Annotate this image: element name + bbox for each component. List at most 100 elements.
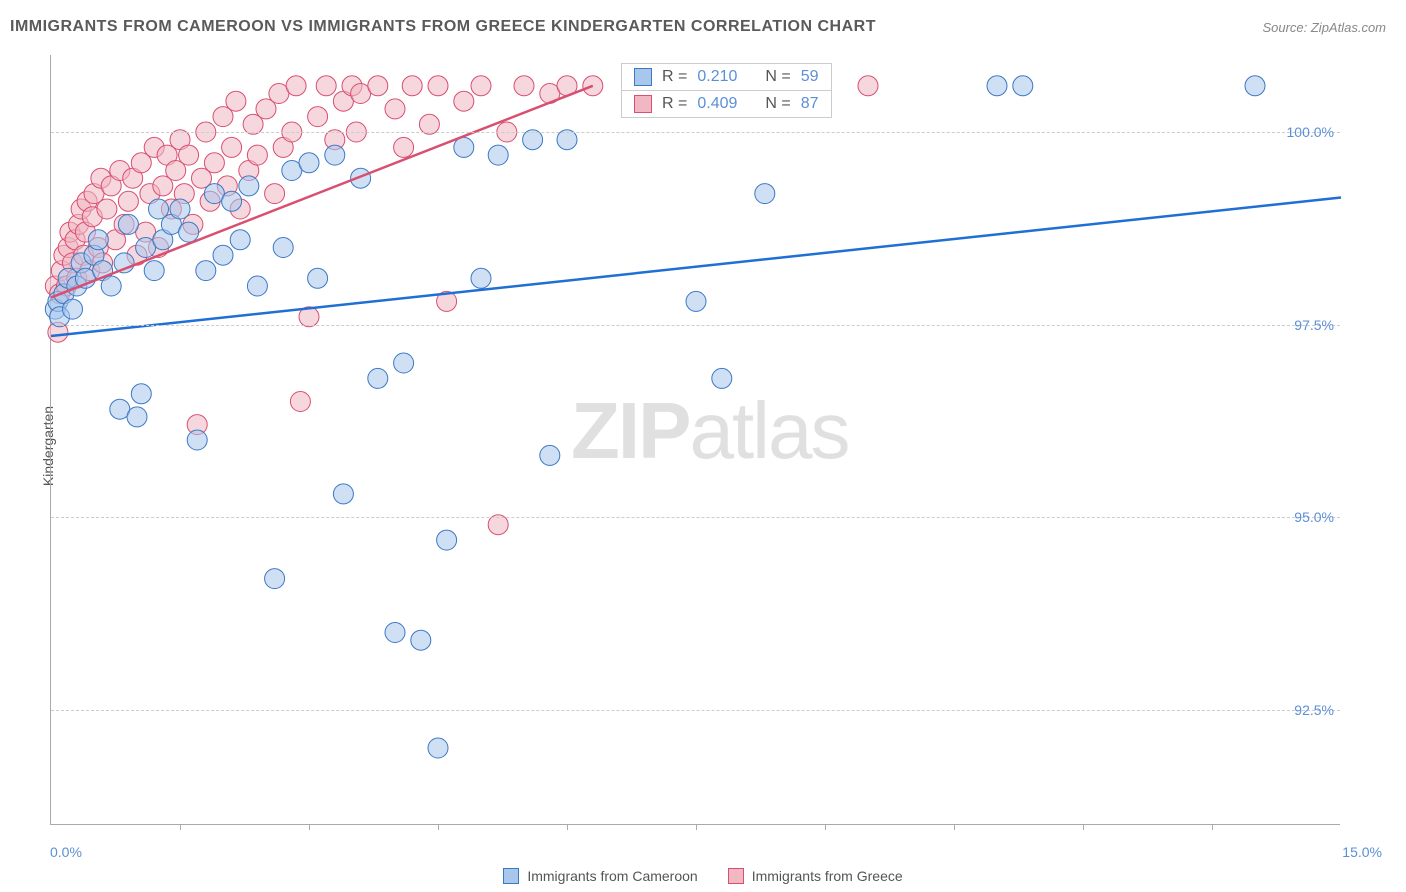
cameroon-point [394, 353, 414, 373]
cameroon-point [385, 623, 405, 643]
greece-point [290, 392, 310, 412]
cameroon-point [131, 384, 151, 404]
greece-point [394, 137, 414, 157]
cameroon-point [333, 484, 353, 504]
cameroon-point [273, 238, 293, 258]
cameroon-point [265, 569, 285, 589]
legend-swatch [728, 868, 744, 884]
cameroon-point [437, 530, 457, 550]
cameroon-point [428, 738, 448, 758]
cameroon-point [712, 368, 732, 388]
cameroon-point [196, 261, 216, 281]
legend-swatch [634, 95, 652, 113]
greece-point [118, 191, 138, 211]
legend-item: Immigrants from Greece [728, 868, 903, 884]
gridline-h [51, 517, 1340, 518]
cameroon-point [118, 214, 138, 234]
greece-point [226, 91, 246, 111]
y-tick-label: 97.5% [1294, 317, 1334, 333]
greece-point [265, 184, 285, 204]
greece-point [385, 99, 405, 119]
stat-r-value: 0.210 [697, 68, 737, 86]
y-tick-label: 100.0% [1287, 124, 1334, 140]
gridline-h [51, 325, 1340, 326]
greece-point [454, 91, 474, 111]
cameroon-point [63, 299, 83, 319]
greece-point [471, 76, 491, 96]
y-tick-label: 95.0% [1294, 509, 1334, 525]
greece-point [286, 76, 306, 96]
greece-point [247, 145, 267, 165]
cameroon-point [540, 445, 560, 465]
cameroon-point [187, 430, 207, 450]
cameroon-point [471, 268, 491, 288]
stat-r-label: R = [662, 68, 687, 86]
stat-n-value: 59 [801, 68, 819, 86]
stat-legend-row: R = 0.409 N = 87 [622, 91, 831, 117]
legend-label: Immigrants from Greece [752, 868, 903, 884]
cameroon-point [299, 153, 319, 173]
x-tick [1083, 824, 1084, 830]
x-tick [1212, 824, 1213, 830]
cameroon-point [1013, 76, 1033, 96]
cameroon-point [179, 222, 199, 242]
cameroon-point [144, 261, 164, 281]
legend-swatch [634, 68, 652, 86]
cameroon-point [368, 368, 388, 388]
greece-point [858, 76, 878, 96]
greece-point [316, 76, 336, 96]
stat-r-label: R = [662, 95, 687, 113]
greece-point [308, 107, 328, 127]
cameroon-point [230, 230, 250, 250]
greece-point [222, 137, 242, 157]
greece-point [97, 199, 117, 219]
stat-n-label: N = [765, 95, 790, 113]
greece-point [514, 76, 534, 96]
greece-point [179, 145, 199, 165]
greece-point [402, 76, 422, 96]
greece-point [428, 76, 448, 96]
gridline-h [51, 132, 1340, 133]
stat-n-label: N = [765, 68, 790, 86]
cameroon-point [411, 630, 431, 650]
source-attribution: Source: ZipAtlas.com [1262, 20, 1386, 35]
greece-point [204, 153, 224, 173]
plot-area: ZIPatlas R =0.210N =59R =0.409N =87 92.5… [50, 55, 1340, 825]
x-min-label: 0.0% [50, 844, 82, 860]
cameroon-point [987, 76, 1007, 96]
x-tick [825, 824, 826, 830]
greece-point [368, 76, 388, 96]
stat-n-value: 87 [801, 95, 819, 113]
gridline-h [51, 710, 1340, 711]
y-tick-label: 92.5% [1294, 702, 1334, 718]
cameroon-point [239, 176, 259, 196]
cameroon-point [488, 145, 508, 165]
cameroon-point [213, 245, 233, 265]
x-tick [567, 824, 568, 830]
cameroon-point [686, 291, 706, 311]
cameroon-point [170, 199, 190, 219]
cameroon-point [1245, 76, 1265, 96]
cameroon-point [755, 184, 775, 204]
x-tick [309, 824, 310, 830]
legend-label: Immigrants from Cameroon [527, 868, 697, 884]
x-tick [438, 824, 439, 830]
legend-item: Immigrants from Cameroon [503, 868, 697, 884]
cameroon-point [222, 191, 242, 211]
cameroon-point [101, 276, 121, 296]
bottom-legend: Immigrants from Cameroon Immigrants from … [0, 868, 1406, 884]
x-max-label: 15.0% [1342, 844, 1382, 860]
cameroon-point [308, 268, 328, 288]
x-tick [696, 824, 697, 830]
stat-r-value: 0.409 [697, 95, 737, 113]
stat-legend-row: R = 0.210 N = 59 [622, 64, 831, 91]
cameroon-point [325, 145, 345, 165]
x-tick [954, 824, 955, 830]
cameroon-point [247, 276, 267, 296]
stat-legend: R = 0.210 N = 59 R = 0.409 N = 87 [621, 63, 832, 118]
cameroon-point [127, 407, 147, 427]
legend-swatch [503, 868, 519, 884]
cameroon-point [454, 137, 474, 157]
chart-title: IMMIGRANTS FROM CAMEROON VS IMMIGRANTS F… [10, 18, 876, 36]
x-tick [180, 824, 181, 830]
